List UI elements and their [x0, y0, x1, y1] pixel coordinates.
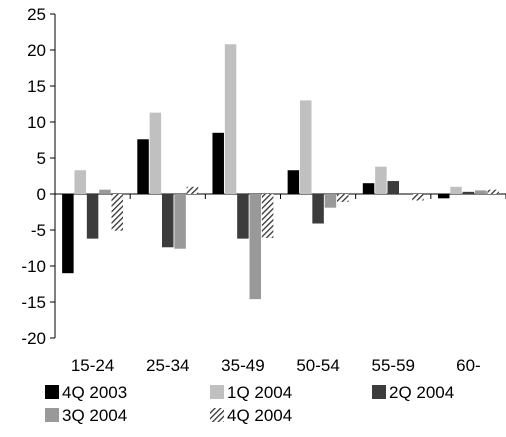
y-tick-label: -10 [21, 257, 46, 276]
bar [287, 170, 300, 194]
bar [437, 194, 450, 199]
x-tick-label: 55-59 [372, 356, 415, 375]
bar [86, 194, 99, 239]
bar [324, 194, 337, 208]
x-tick-label: 35-49 [221, 356, 264, 375]
bar [149, 112, 162, 194]
x-tick-label: 25-34 [146, 356, 189, 375]
legend-label: 4Q 2003 [62, 383, 127, 402]
bar [487, 189, 499, 194]
legend-swatch [45, 408, 59, 422]
legend-swatch [45, 385, 59, 399]
bar [224, 44, 237, 194]
legend-label: 3Q 2004 [62, 406, 127, 425]
legend-label: 1Q 2004 [227, 383, 292, 402]
y-tick-label: 20 [27, 41, 46, 60]
legend: 4Q 2003 1Q 2004 2Q 2004 3Q 2004 4Q 2004 [45, 383, 454, 425]
x-tick-label: 60- [456, 356, 481, 375]
y-tick-label: -5 [31, 221, 46, 240]
bar [387, 181, 399, 194]
y-tick-label: -20 [21, 329, 46, 348]
bar [162, 194, 174, 248]
legend-swatch [210, 408, 224, 422]
bar [299, 100, 312, 194]
bar [362, 183, 375, 194]
bar [174, 194, 186, 249]
plot-area: -20 -15 -10 -5 0 5 10 15 20 25 15-24 25-34 35-49 50-5… [21, 5, 506, 375]
legend-swatch [372, 385, 386, 399]
legend-swatch [210, 385, 224, 399]
y-tick-label: -15 [21, 293, 46, 312]
y-tick-label: 5 [37, 149, 46, 168]
bar [375, 166, 387, 194]
bar [450, 186, 462, 194]
x-tick-label: 50-54 [296, 356, 339, 375]
bar [212, 132, 224, 194]
bar [137, 139, 149, 194]
bar [186, 186, 199, 194]
legend-label: 2Q 2004 [389, 383, 454, 402]
bar [475, 190, 487, 194]
x-tick-label: 15-24 [71, 356, 114, 375]
bar [337, 194, 349, 202]
bar [249, 194, 262, 300]
bar [261, 194, 274, 238]
bar [312, 194, 324, 224]
y-tick-label: 15 [27, 77, 46, 96]
legend-label: 4Q 2004 [227, 406, 292, 425]
bar [74, 170, 86, 194]
y-tick-label: 0 [37, 185, 46, 204]
bar [111, 194, 124, 231]
bar [412, 194, 424, 201]
bar [462, 191, 475, 194]
y-tick-label: 25 [27, 5, 46, 24]
y-tick-label: 10 [27, 113, 46, 132]
bar [99, 189, 111, 194]
bar [237, 194, 249, 239]
bar [62, 194, 74, 274]
